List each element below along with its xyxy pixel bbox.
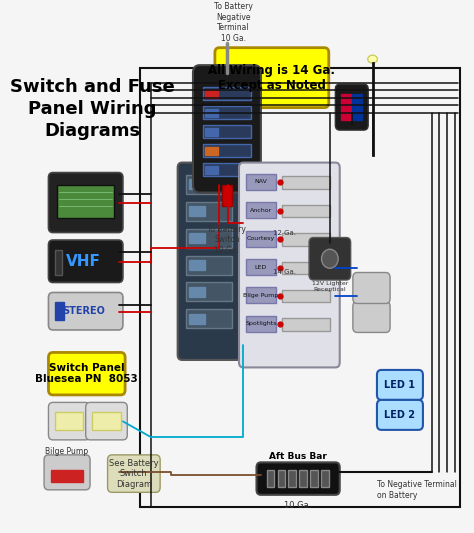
Bar [282,233,330,246]
Bar [205,109,218,117]
Bar [282,319,330,331]
Bar [55,303,64,320]
Text: Courtesy: Courtesy [247,236,275,241]
Bar [246,202,276,218]
Bar [92,413,121,430]
FancyBboxPatch shape [48,402,90,440]
FancyBboxPatch shape [256,462,340,495]
FancyBboxPatch shape [48,173,123,232]
Bar [186,310,232,328]
Text: 12V Lighter
Receptical: 12V Lighter Receptical [312,281,348,292]
Text: NAV: NAV [255,179,267,184]
Bar [266,470,274,487]
Bar [57,185,114,217]
FancyBboxPatch shape [353,302,390,333]
Bar [289,470,296,487]
FancyBboxPatch shape [86,402,128,440]
Bar [222,185,232,206]
FancyBboxPatch shape [193,65,261,192]
Text: Bilge Pump: Bilge Pump [46,447,89,456]
Text: LED: LED [255,264,267,270]
Bar [246,231,276,247]
Bar [282,262,330,274]
Bar [189,260,205,270]
Bar [51,470,83,482]
Bar [352,94,362,120]
Bar [203,125,251,138]
FancyBboxPatch shape [48,240,123,282]
FancyBboxPatch shape [44,455,90,490]
Bar [321,470,329,487]
Bar [186,175,232,193]
Bar [341,94,351,120]
Bar [189,233,205,243]
Bar [203,87,251,100]
Text: All Wiring is 14 Ga.
Except as Noted: All Wiring is 14 Ga. Except as Noted [209,63,335,92]
Text: Switch Panel
Bluesea PN  8053: Switch Panel Bluesea PN 8053 [36,363,138,384]
Bar [205,90,218,98]
Bar [246,316,276,332]
Text: Aft Bus Bar: Aft Bus Bar [269,452,327,461]
FancyBboxPatch shape [239,163,340,367]
Bar [186,282,232,302]
Bar [277,470,285,487]
Text: LED 1: LED 1 [384,380,415,390]
Bar [282,205,330,217]
Bar [189,206,205,216]
Bar [203,163,251,176]
FancyBboxPatch shape [215,47,329,108]
Bar [205,128,218,135]
Text: Spotlights: Spotlights [245,321,277,327]
Text: STEREO: STEREO [62,306,105,316]
Bar [186,255,232,274]
Bar [246,287,276,303]
Text: See Battery
Switch
Diagram: See Battery Switch Diagram [109,459,159,489]
FancyBboxPatch shape [335,84,368,130]
Text: 14 Ga.: 14 Ga. [273,269,296,274]
Bar [300,470,307,487]
Bar [246,174,276,190]
Text: To Negative Terminal
on Battery: To Negative Terminal on Battery [377,480,457,500]
Bar [55,250,62,275]
FancyBboxPatch shape [353,272,390,303]
Text: 12 Ga.: 12 Ga. [273,230,296,236]
Ellipse shape [368,55,377,63]
Bar [186,229,232,247]
Bar [282,176,330,189]
Text: Bilge Pump: Bilge Pump [243,293,279,298]
Bar [205,166,218,174]
Text: VHF: VHF [66,254,101,269]
Bar [203,144,251,157]
Bar [186,201,232,221]
FancyBboxPatch shape [178,163,241,360]
FancyBboxPatch shape [108,455,160,492]
Bar [246,259,276,275]
Text: 10 Ga.: 10 Ga. [284,501,312,510]
FancyBboxPatch shape [377,400,423,430]
Text: To Battery
Switch
10 Ga.: To Battery Switch 10 Ga. [208,225,246,255]
FancyBboxPatch shape [48,293,123,330]
Text: Switch and Fuse
Panel Wiring
Diagrams: Switch and Fuse Panel Wiring Diagrams [10,78,174,140]
Bar [189,287,205,297]
Bar [189,314,205,324]
Bar [203,106,251,119]
Circle shape [321,249,338,268]
FancyBboxPatch shape [377,370,423,400]
Bar [282,290,330,303]
Bar [189,179,205,189]
Text: To Battery
Negative
Terminal
10 Ga.: To Battery Negative Terminal 10 Ga. [214,3,253,43]
FancyBboxPatch shape [48,352,125,395]
Bar [205,147,218,155]
Text: Anchor: Anchor [250,207,272,213]
Text: LED 2: LED 2 [384,410,415,420]
Bar [55,413,83,430]
FancyBboxPatch shape [309,238,351,280]
Bar [310,470,318,487]
